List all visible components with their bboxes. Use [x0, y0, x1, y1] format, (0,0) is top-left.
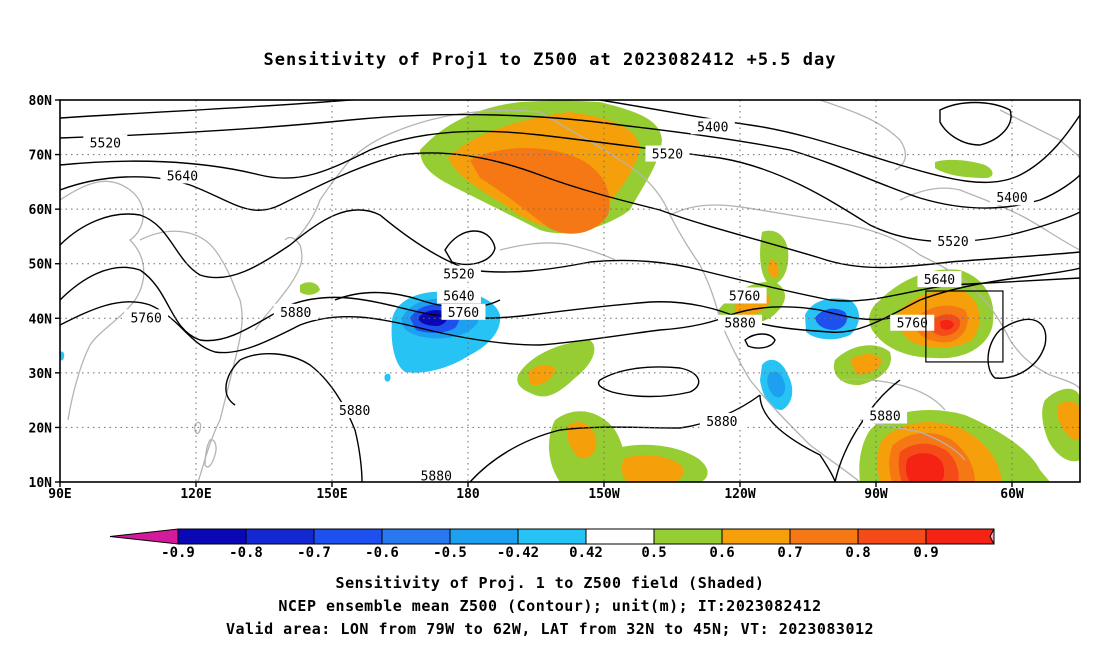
x-tick-label: 60W [1000, 487, 1024, 502]
colorbar-segment [381, 528, 451, 545]
colorbar-segment [449, 528, 519, 545]
caption-line-2: NCEP ensemble mean Z500 (Contour); unit(… [278, 597, 822, 615]
colorbar-label: 0.9 [913, 545, 938, 561]
contour-label: 5640 [167, 169, 198, 184]
contour-label-bg [332, 402, 377, 419]
contour-label-bg [160, 167, 205, 184]
caption-line-1: Sensitivity of Proj. 1 to Z500 field (Sh… [335, 574, 765, 592]
y-tick-label: 80N [29, 94, 53, 109]
y-tick-labels: 10N 20N 30N 40N 50N 60N 70N 80N [29, 94, 60, 491]
colorbar-low-triangle [109, 528, 179, 545]
colorbar-label: -0.42 [497, 545, 539, 561]
colorbar-segment [653, 528, 723, 545]
contour-label: 5880 [280, 306, 311, 321]
colorbar-segment [517, 528, 587, 545]
contour-label-bg [124, 309, 169, 326]
colorbar-label: -0.6 [365, 545, 399, 561]
contour-label-bg [414, 467, 459, 484]
contour-label-bg [917, 271, 962, 288]
y-tick-label: 20N [29, 421, 53, 436]
contour-label: 5520 [90, 137, 121, 152]
contour-label: 5880 [706, 415, 737, 430]
colorbar-label: -0.8 [229, 545, 263, 561]
colorbar-segment [857, 528, 927, 545]
contour-label: 5760 [448, 306, 479, 321]
contour-label-bg [441, 303, 486, 320]
y-tick-label: 10N [29, 476, 53, 491]
contour-label-bg [436, 287, 481, 304]
contour-label-bg [990, 189, 1034, 206]
contour-label: 5880 [869, 410, 900, 425]
x-tick-label: 150W [588, 487, 619, 502]
contour-label-bg [690, 118, 735, 135]
contour-label: 5520 [652, 148, 683, 163]
colorbar-segment [313, 528, 383, 545]
colorbar-label: 0.7 [777, 545, 802, 561]
contour-label-bg [83, 134, 128, 151]
contour-label: 5760 [897, 317, 928, 332]
contour-label-bg [890, 314, 935, 331]
colorbar-segment [585, 528, 655, 545]
colorbar-segment [177, 528, 247, 545]
x-tick-label: 90E [48, 487, 71, 502]
caption-line-3: Valid area: LON from 79W to 62W, LAT fro… [225, 620, 875, 638]
coastlines [60, 100, 1080, 482]
colorbar-label: 0.8 [845, 545, 870, 561]
contour-label: 5880 [421, 470, 452, 485]
colorbar-segment [245, 528, 315, 545]
contour-label: 5760 [729, 289, 760, 304]
contour-label: 5880 [339, 404, 370, 419]
y-tick-label: 60N [29, 203, 53, 218]
contour-label-bg [863, 407, 908, 424]
contour-label-bg [645, 145, 690, 162]
colorbar: -0.9 -0.8 -0.7 -0.6 -0.5 -0.42 0.42 0.5 0.6 0.7 0.… [109, 528, 995, 561]
colorbar-high-triangle [989, 528, 995, 545]
chart-title: Sensitivity of Proj1 to Z500 at 20230824… [263, 50, 837, 70]
contour-label: 5640 [924, 273, 955, 288]
x-tick-label: 120E [180, 487, 211, 502]
contour-label: 5880 [724, 317, 755, 332]
x-tick-labels: 90E 120E 150E 180 150W 120W 90W 60W [48, 482, 1024, 502]
colorbar-segment [789, 528, 859, 545]
y-tick-label: 30N [29, 367, 53, 382]
contour-label-bg [273, 303, 318, 320]
contour-label: 5400 [697, 120, 728, 135]
colorbar-label: 0.5 [641, 545, 666, 561]
contour-label: 5520 [443, 268, 474, 283]
contour-label: 5760 [130, 311, 161, 326]
contour-label-bg [722, 287, 767, 304]
contour-label: 5640 [443, 289, 474, 304]
y-tick-label: 40N [29, 312, 53, 327]
colorbar-label: -0.7 [297, 545, 331, 561]
contour-label: 5400 [996, 191, 1027, 206]
contour-label: 5520 [937, 235, 968, 250]
colorbar-segment [721, 528, 791, 545]
x-tick-label: 150E [316, 487, 347, 502]
colorbar-label: 0.42 [569, 545, 603, 561]
x-tick-label: 180 [456, 487, 480, 502]
colorbar-label: -0.9 [161, 545, 195, 561]
x-tick-label: 90W [864, 487, 888, 502]
colorbar-label: 0.6 [709, 545, 734, 561]
x-tick-label: 120W [724, 487, 755, 502]
contour-label-bg [436, 265, 481, 282]
colorbar-segment [925, 528, 995, 545]
contour-label-bg [718, 314, 762, 331]
map-frame [59, 99, 1081, 483]
contour-labels: 5400 5520 5400 5520 5640 5520 5640 5520 5640 5760… [83, 118, 1034, 485]
verification-area-box [925, 290, 1004, 363]
colorbar-label: -0.5 [433, 545, 467, 561]
contour-label-bg [699, 412, 744, 429]
y-tick-label: 50N [29, 258, 53, 273]
y-tick-label: 70N [29, 149, 53, 164]
contour-label-bg [931, 232, 976, 249]
